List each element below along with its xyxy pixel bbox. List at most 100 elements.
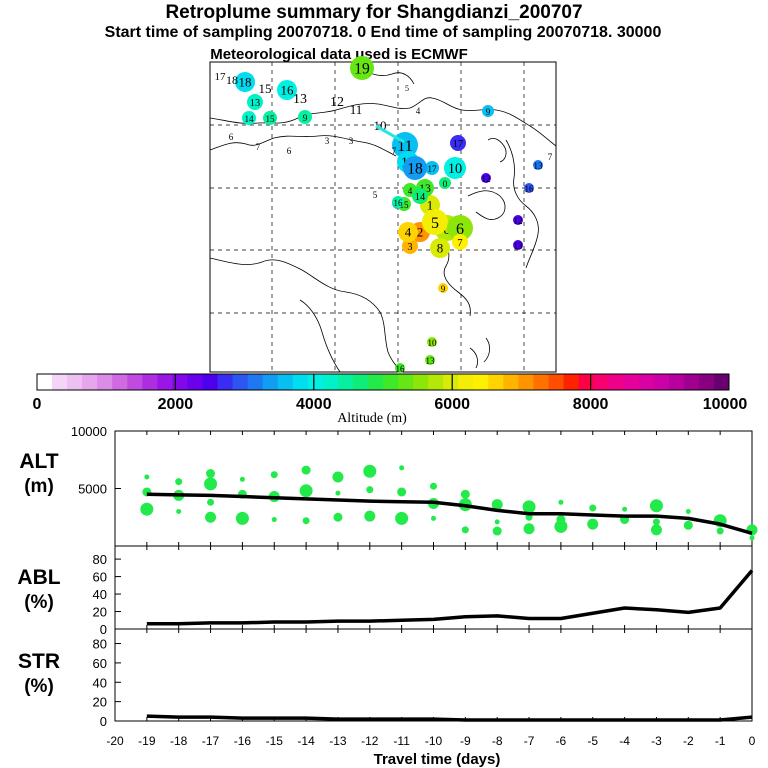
plume-dot xyxy=(263,111,277,125)
x-tick-label: -2 xyxy=(683,734,694,748)
x-tick-label: -8 xyxy=(492,734,503,748)
colorbar-swatch xyxy=(533,374,549,390)
y-tick-label: 40 xyxy=(93,675,107,690)
plume-day-label: 13 xyxy=(426,356,436,366)
colorbar-frame xyxy=(36,373,730,391)
path-day-label: 3 xyxy=(349,136,354,146)
series-line xyxy=(146,714,753,722)
plume-dot xyxy=(438,283,448,293)
alt-scatter-point xyxy=(302,517,310,525)
plume-day-label: 14 xyxy=(415,192,426,203)
colorbar-swatch xyxy=(698,374,715,390)
panel-unit: (%) xyxy=(24,592,54,613)
x-tick-label: -16 xyxy=(234,734,252,748)
series-line xyxy=(146,569,754,626)
plume-day-label: 13 xyxy=(419,182,431,195)
path-day-label: 4 xyxy=(416,106,421,116)
colorbar-swatch xyxy=(683,374,700,390)
alt-scatter-point xyxy=(239,476,245,482)
plume-dot xyxy=(452,234,468,250)
plume-day-label: 13 xyxy=(534,161,544,171)
colorbar-swatch xyxy=(322,374,339,390)
alt-scatter-point xyxy=(461,526,469,534)
path-day-label: 5 xyxy=(405,84,409,93)
alt-scatter-point xyxy=(364,510,376,522)
plume-day-label: 16 xyxy=(396,364,406,374)
x-tick-label: -15 xyxy=(266,734,284,748)
colorbar-swatch xyxy=(247,374,264,390)
plume-dot xyxy=(533,160,543,170)
x-tick-label: -14 xyxy=(297,734,315,748)
colorbar-swatch xyxy=(127,374,143,390)
alt-scatter-point xyxy=(205,511,217,523)
trajectory-segment xyxy=(375,124,405,144)
alt-scatter-point xyxy=(460,489,470,499)
x-tick-label: -1 xyxy=(715,734,726,748)
plume-day-label: 5 xyxy=(431,215,439,232)
map-panel: 1816131514917012121316131013169640123456… xyxy=(209,56,557,374)
colorbar-swatch xyxy=(638,374,655,390)
plume-day-label: 2 xyxy=(417,225,424,240)
path-day-label: 11 xyxy=(350,102,363,117)
plume-day-label: 12 xyxy=(514,216,523,226)
colorbar-tick-label: 0 xyxy=(33,396,42,413)
alt-scatter-point xyxy=(206,469,216,479)
colorbar-swatch xyxy=(428,374,444,390)
plume-dot xyxy=(430,238,450,258)
x-tick-label: -3 xyxy=(651,734,662,748)
plume-dot xyxy=(513,215,523,225)
alt-scatter-point xyxy=(749,535,755,541)
y-tick-label: 80 xyxy=(93,552,107,567)
plume-dot xyxy=(425,161,439,175)
x-tick-label: -4 xyxy=(619,734,630,748)
alt-scatter-point xyxy=(523,523,535,535)
plume-day-label: 13 xyxy=(250,98,260,109)
alt-scatter-point xyxy=(299,484,313,498)
alt-scatter-point xyxy=(140,502,154,516)
alt-scatter-point xyxy=(333,512,343,522)
plume-day-label: 3 xyxy=(407,242,412,253)
colorbar-swatch xyxy=(187,374,203,390)
alt-scatter-point xyxy=(235,511,249,525)
colorbar-tick-label: 10000 xyxy=(703,396,748,413)
plume-dot xyxy=(235,72,255,92)
plume-dot xyxy=(481,173,491,183)
path-day-label: 6 xyxy=(287,146,292,156)
colorbar-swatch xyxy=(82,374,98,390)
path-day-label: 13 xyxy=(293,92,307,107)
plume-dot xyxy=(450,135,466,151)
alt-scatter-point xyxy=(492,526,502,536)
plume-dot xyxy=(513,240,523,250)
plume-dot xyxy=(524,183,534,193)
colorbar-swatch xyxy=(383,374,399,390)
plume-day-label: 18 xyxy=(407,160,423,177)
alt-scatter-point xyxy=(399,465,405,471)
plume-day-label: 9 xyxy=(486,107,491,117)
colorbar-swatch xyxy=(458,374,474,390)
colorbar-tick-label: 8000 xyxy=(573,396,609,413)
alt-scatter-point xyxy=(363,464,377,478)
colorbar-swatch xyxy=(292,374,309,390)
panel-frame xyxy=(114,628,753,722)
alt-scatter-point xyxy=(716,527,724,535)
x-tick-label: -19 xyxy=(138,734,156,748)
plume-day-label: 12 xyxy=(482,174,491,184)
y-tick-label: 20 xyxy=(93,605,107,620)
alt-scatter-point xyxy=(650,524,662,536)
alt-scatter-point xyxy=(270,471,278,479)
x-tick-label: -18 xyxy=(170,734,188,748)
colorbar-swatch xyxy=(202,374,219,390)
alt-scatter-point xyxy=(301,465,311,475)
x-tick-label: -17 xyxy=(202,734,220,748)
y-tick-label: 20 xyxy=(93,695,107,710)
colorbar-swatch xyxy=(593,374,610,390)
plume-day-label: 6 xyxy=(456,221,464,238)
plume-day-label: 15 xyxy=(265,114,275,124)
map-frame xyxy=(209,61,557,373)
x-axis: -20 -19 -18 -17 -16 -15 -14 -13 -12 -11 -10 -9 -8 -7-… xyxy=(106,734,755,748)
path-day-label: 7 xyxy=(392,146,397,156)
altitude-colorbar: 0 2000 4000 6000 8000 10000 xyxy=(33,373,748,413)
x-axis-label: Travel time (days) xyxy=(374,751,501,768)
path-day-label: 5 xyxy=(373,190,378,200)
panel-label: ALT xyxy=(19,450,58,473)
